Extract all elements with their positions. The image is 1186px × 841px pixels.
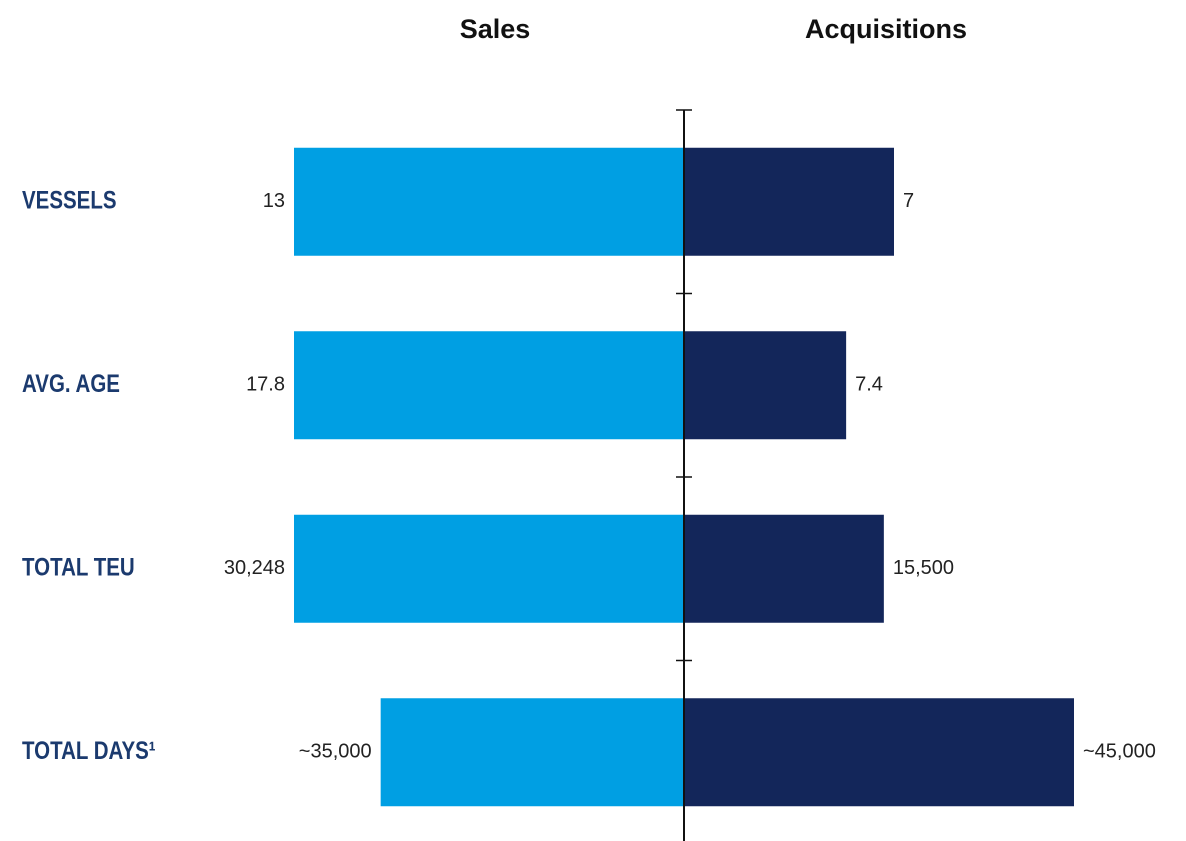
bar (294, 331, 684, 440)
value-label: 15,500 (893, 557, 954, 579)
category-label: TOTAL DAYS¹ (22, 736, 156, 764)
bar (294, 147, 684, 256)
value-label: 13 (263, 190, 285, 212)
value-label: 7 (903, 190, 914, 212)
value-label: 30,248 (224, 557, 285, 579)
category-label: AVG. AGE (22, 369, 120, 397)
value-label: 7.4 (855, 374, 883, 396)
series-header: Acquisitions (805, 14, 967, 44)
value-label: 17.8 (246, 374, 285, 396)
bar (380, 698, 684, 807)
bar (684, 147, 894, 256)
value-label: ~35,000 (299, 741, 372, 763)
bar (684, 331, 847, 440)
value-label: ~45,000 (1083, 741, 1156, 763)
bar (294, 514, 684, 623)
series-header: Sales (460, 14, 531, 44)
category-label: TOTAL TEU (22, 552, 135, 580)
category-label: VESSELS (22, 185, 117, 213)
bar (684, 698, 1074, 807)
bar (684, 514, 884, 623)
